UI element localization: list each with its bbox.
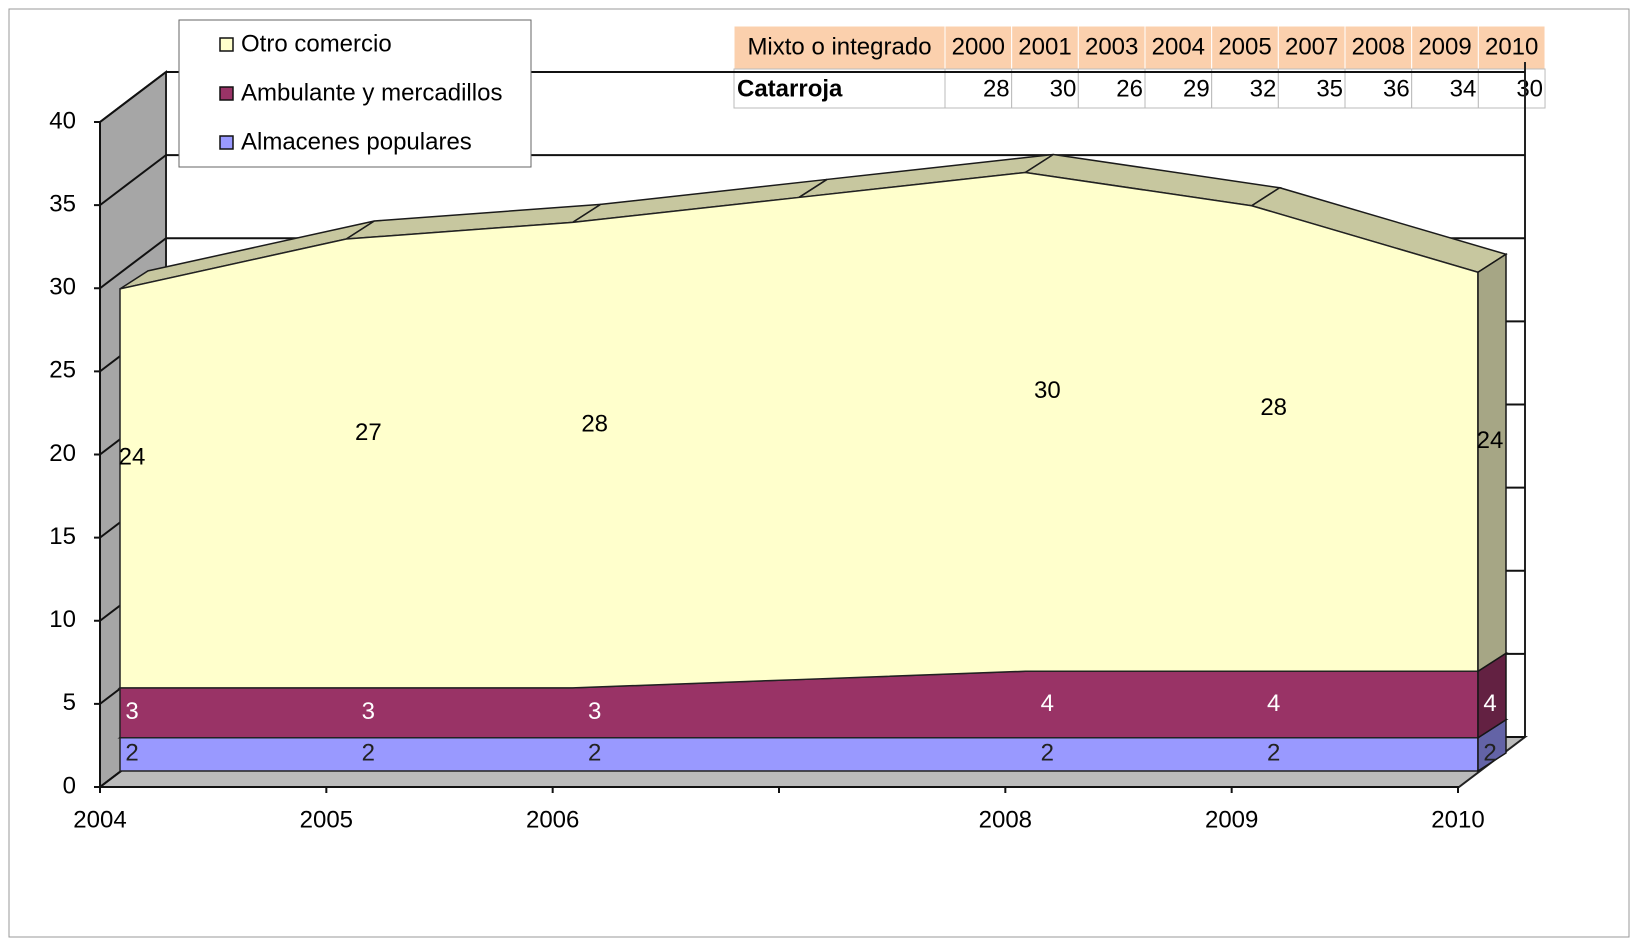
legend	[178, 19, 532, 168]
table-cell-text: 28	[983, 75, 1010, 102]
table-cell-text: 30	[1050, 75, 1077, 102]
grid-line-side	[99, 237, 167, 290]
table-header-text: 2003	[1085, 33, 1138, 60]
y-tick-label: 40	[49, 107, 76, 134]
table-cell	[1344, 68, 1413, 109]
y-tick-label: 20	[49, 440, 76, 467]
table-header-text: Mixto o integrado	[747, 33, 931, 60]
legend-label: Almacenes populares	[241, 128, 472, 155]
table-cell	[944, 68, 1013, 109]
area	[119, 171, 1479, 689]
y-tick-label: 35	[49, 190, 76, 217]
data-label: 4	[1041, 690, 1054, 717]
data-label: 2	[1483, 740, 1496, 767]
y-tick-label: 0	[63, 772, 76, 799]
legend-swatch	[219, 86, 234, 101]
table-header-cell	[1477, 25, 1546, 70]
x-tick-label: 2004	[73, 806, 126, 833]
data-label: 28	[1260, 394, 1287, 421]
data-label: 2	[362, 740, 375, 767]
data-label: 3	[362, 698, 375, 725]
table-cell-text: 35	[1316, 75, 1343, 102]
y-tick-label: 25	[49, 357, 76, 384]
y-tick-label: 5	[63, 689, 76, 716]
data-label: 2	[588, 740, 601, 767]
grid-line-side	[99, 71, 167, 123]
table-header-text: 2010	[1485, 33, 1538, 60]
y-tick-label: 10	[49, 606, 76, 633]
legend-swatch	[219, 135, 234, 150]
table-cell	[1211, 68, 1279, 109]
x-tick-label: 2009	[1205, 806, 1258, 833]
data-label: 3	[125, 698, 138, 725]
table-header-text: 2000	[952, 33, 1005, 60]
area-side-face	[1477, 252, 1507, 673]
table-header-text: 2004	[1152, 33, 1205, 60]
data-table: Mixto o integrado 2000 2001 2003 2004 2005 200…	[733, 25, 1546, 109]
legend-label: Ambulante y mercadillos	[241, 79, 502, 106]
table-cell-text: 26	[1116, 75, 1143, 102]
x-tick-label: 2006	[526, 806, 579, 833]
table-cell-text: 30	[1516, 75, 1543, 102]
table-header-cell	[733, 25, 946, 70]
data-label: 24	[119, 444, 146, 471]
data-label: 4	[1483, 690, 1496, 717]
data-label: 24	[1477, 427, 1504, 454]
y-tick-label: 15	[49, 523, 76, 550]
legend-swatch	[219, 37, 234, 52]
table-cell-text: 36	[1383, 75, 1410, 102]
table-cell	[1477, 68, 1546, 109]
x-tick-label: 2005	[300, 806, 353, 833]
data-label: 4	[1267, 690, 1280, 717]
table-cell	[1277, 68, 1346, 109]
legend-label: Otro comercio	[241, 30, 392, 57]
x-tick-label: 2010	[1431, 806, 1484, 833]
table-header-text: 2007	[1285, 33, 1338, 60]
data-label: 2	[125, 740, 138, 767]
data-label: 2	[1041, 740, 1054, 767]
table-cell-text: 29	[1183, 75, 1210, 102]
table-cell-text: 34	[1450, 75, 1477, 102]
table-header-text: 2005	[1218, 33, 1271, 60]
table-header-text: 2009	[1418, 33, 1471, 60]
data-label: 28	[581, 410, 608, 437]
grid-line-side	[99, 154, 167, 206]
table-cell	[733, 68, 946, 109]
table-header-text: 2008	[1352, 33, 1405, 60]
table-header-text: 2001	[1018, 33, 1071, 60]
table-cell	[1411, 68, 1479, 109]
table-header-cell	[1277, 25, 1346, 70]
table-header-cell	[944, 25, 1013, 70]
y-tick-label: 30	[49, 274, 76, 301]
table-cell-text: Catarroja	[737, 75, 843, 102]
x-tick-label: 2008	[979, 806, 1032, 833]
data-label: 2	[1267, 740, 1280, 767]
data-label: 3	[588, 698, 601, 725]
data-label: 30	[1034, 377, 1061, 404]
table-cell	[1144, 68, 1213, 109]
table-cell	[1011, 68, 1079, 109]
table-header-cell	[1144, 25, 1213, 70]
data-label: 27	[355, 419, 382, 446]
table-cell-text: 32	[1250, 75, 1277, 102]
table-header-cell	[1411, 25, 1479, 70]
